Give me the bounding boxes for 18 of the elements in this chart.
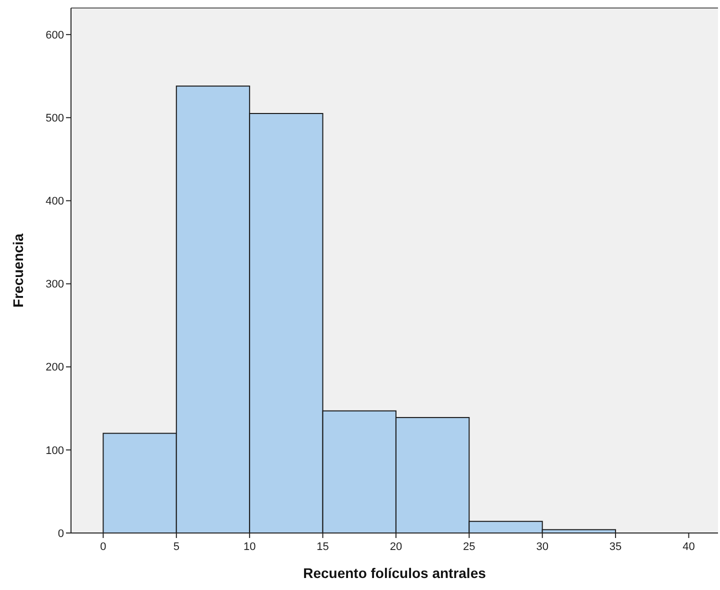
x-tick-label: 25 — [463, 541, 476, 553]
y-tick-label: 400 — [46, 196, 64, 208]
y-tick-label: 500 — [46, 112, 64, 124]
x-tick-label: 35 — [609, 541, 622, 553]
x-tick-label: 15 — [316, 541, 329, 553]
x-tick-label: 0 — [100, 541, 106, 553]
x-tick-label: 40 — [682, 541, 695, 553]
y-tick-label: 200 — [46, 362, 64, 374]
y-tick-label: 600 — [46, 29, 64, 42]
x-tick-label: 30 — [536, 541, 548, 553]
y-axis-title: Frecuencia — [10, 233, 26, 308]
x-tick-label: 5 — [173, 541, 180, 553]
y-tick-label: 300 — [46, 278, 64, 291]
y-tick-label: 0 — [58, 528, 64, 540]
y-tick-label: 100 — [46, 444, 64, 457]
x-tick-label: 10 — [243, 541, 256, 553]
x-axis-title: Recuento folículos antrales — [303, 565, 486, 581]
x-tick-label: 20 — [390, 541, 402, 553]
